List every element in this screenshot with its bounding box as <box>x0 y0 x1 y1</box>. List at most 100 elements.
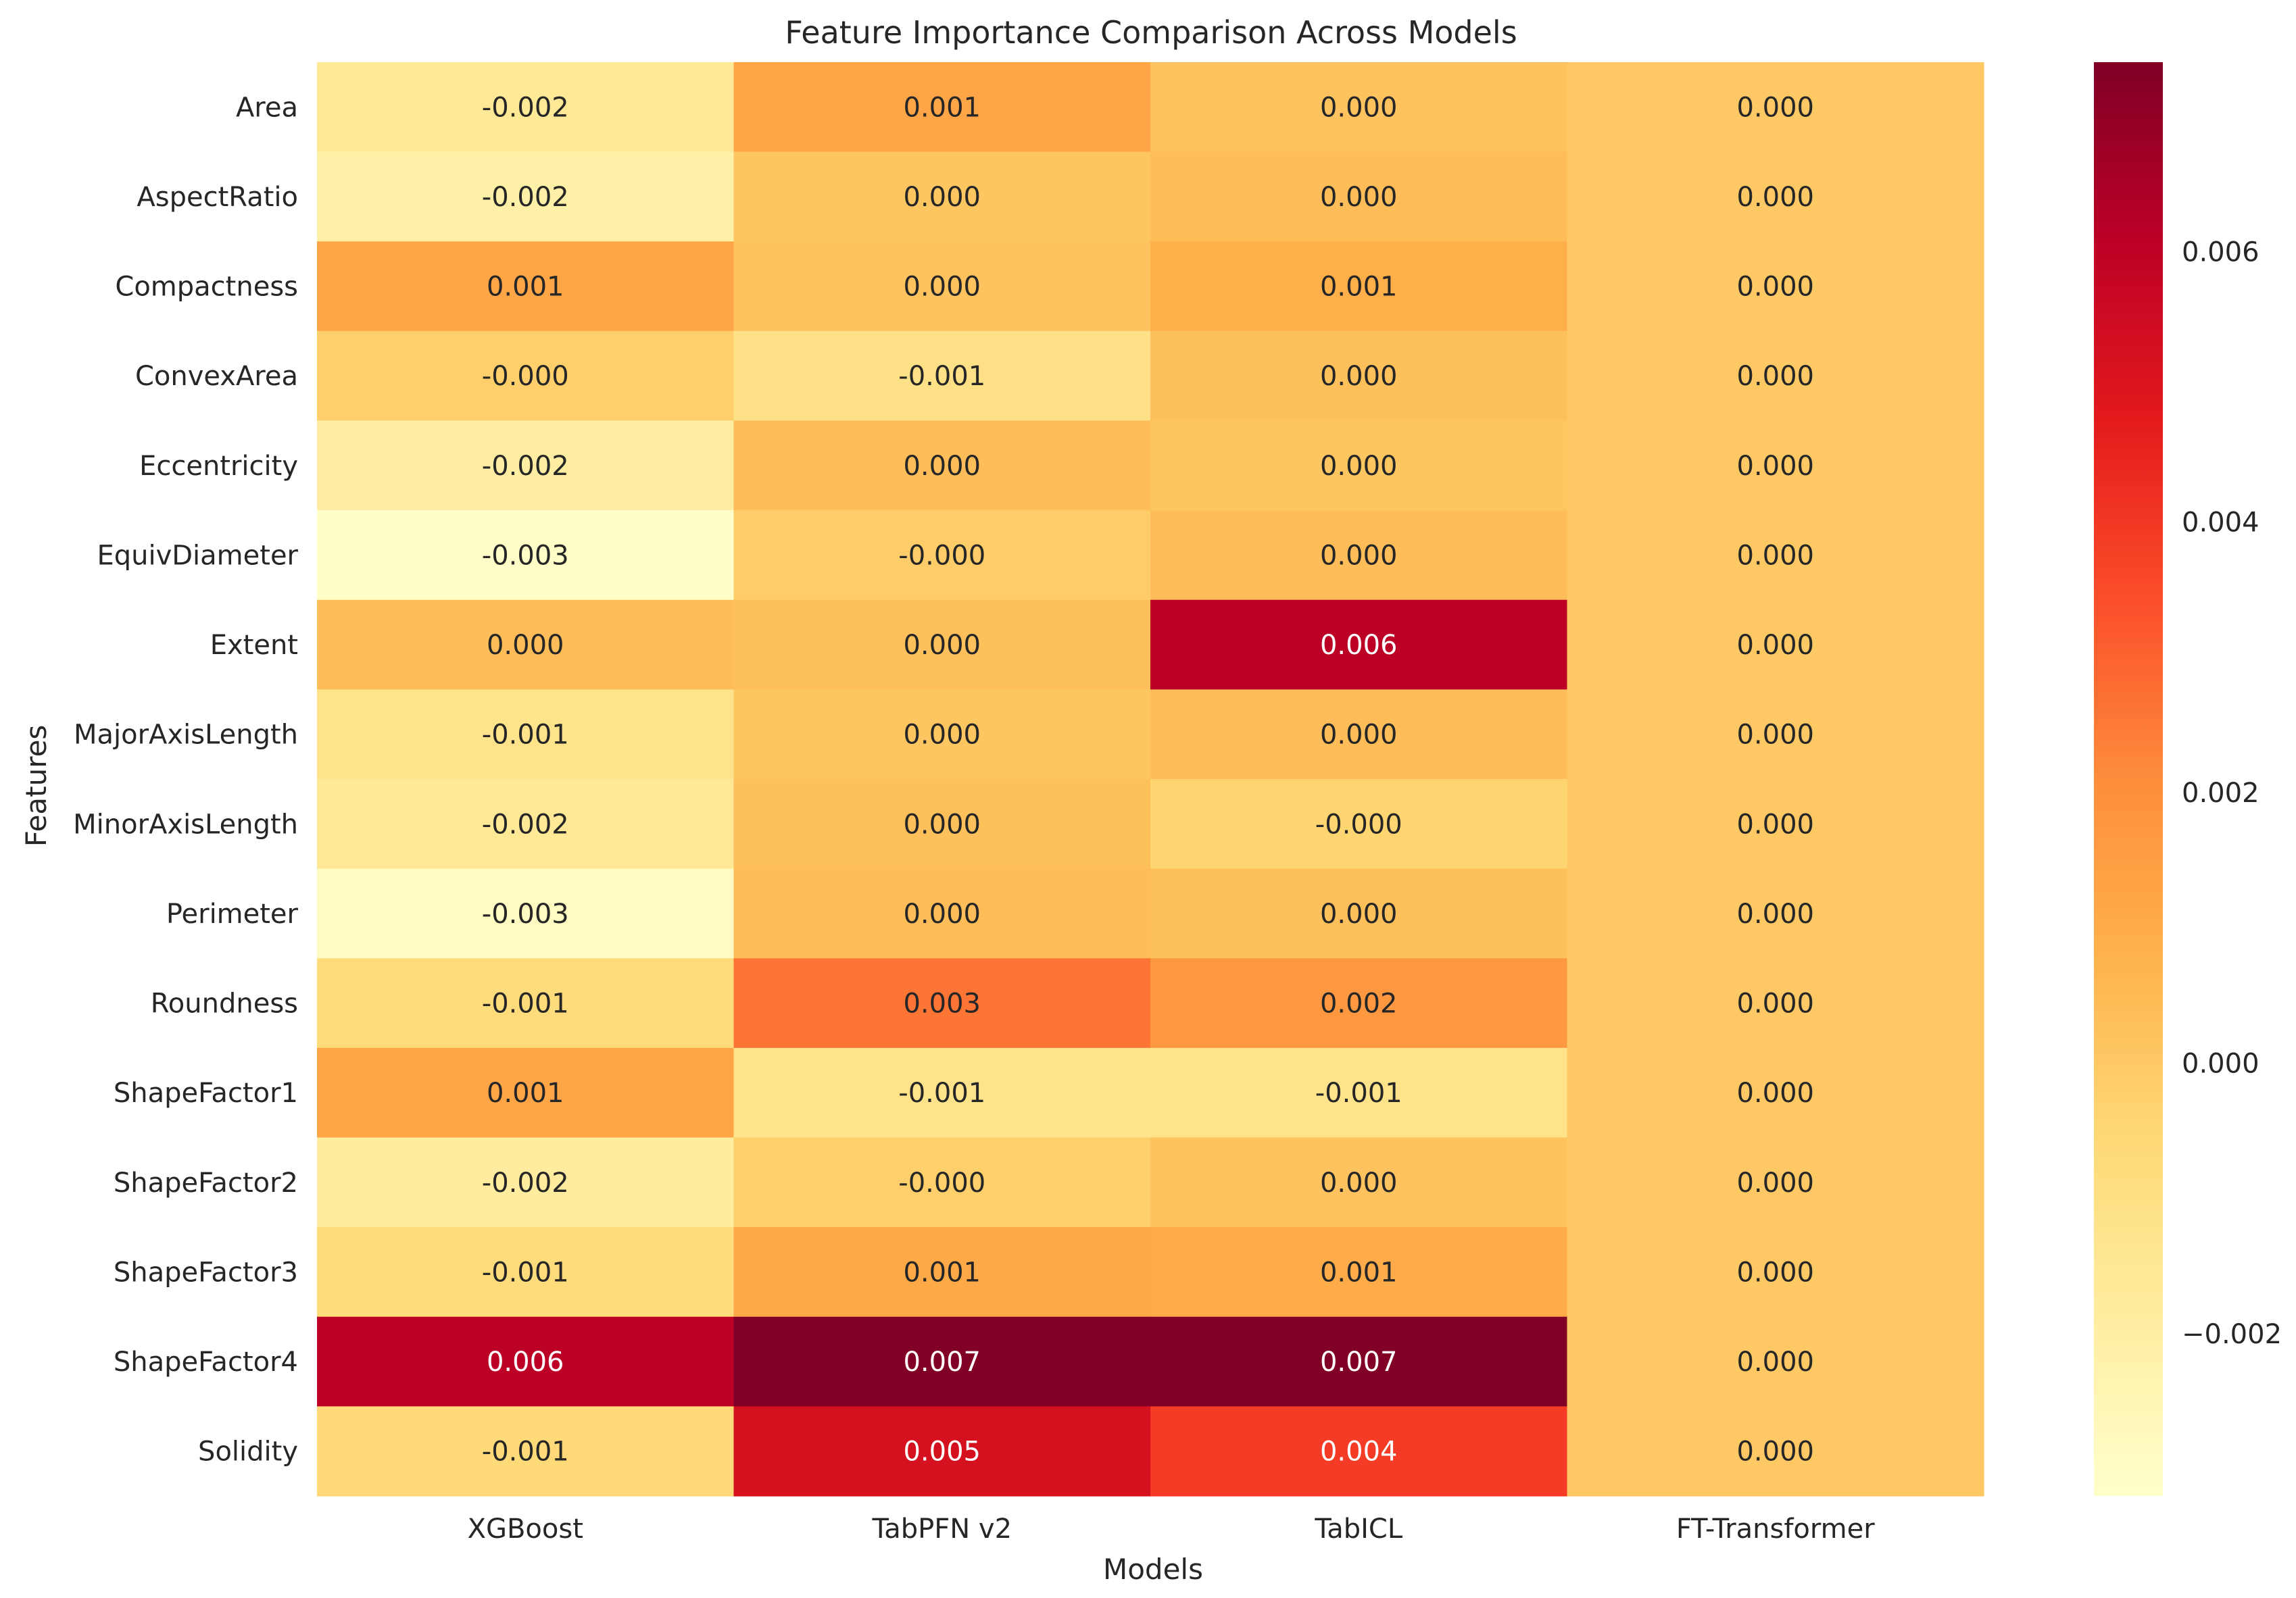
cell-value-label: -0.002 <box>482 1168 569 1199</box>
y-tick-label: ShapeFactor4 <box>114 1347 298 1378</box>
y-tick-label: Compactness <box>115 272 298 303</box>
heatmap-cells <box>317 62 1984 1497</box>
x-axis-label: Models <box>1103 1553 1203 1586</box>
heatmap-cell <box>1567 1047 1984 1139</box>
heatmap-cell-labels: -0.002 0.001 0.000 0.000 -0.002 0.000 0.000 0.0… <box>482 92 1814 1467</box>
cell-value-label: 0.001 <box>1320 1257 1398 1288</box>
cell-value-label: 0.000 <box>903 630 981 661</box>
cell-value-label: 0.000 <box>1736 720 1814 751</box>
cell-value-label: 0.002 <box>1320 989 1398 1020</box>
y-tick-label: MinorAxisLength <box>73 809 298 840</box>
cell-value-label: 0.000 <box>1320 540 1398 571</box>
cell-value-label: -0.001 <box>482 1257 569 1288</box>
y-tick-label: Roundness <box>151 989 298 1020</box>
cell-value-label: 0.000 <box>1320 361 1398 392</box>
heatmap-cell <box>317 599 735 690</box>
x-axis-tick-labels: XGBoost TabPFN v2 TabICL FT-Transformer <box>468 1514 1876 1545</box>
heatmap-cell <box>317 958 735 1049</box>
heatmap-cell <box>317 241 735 332</box>
heatmap-cell <box>1150 330 1568 422</box>
cell-value-label: 0.000 <box>487 630 564 661</box>
colorbar-tick-label: 0.002 <box>2182 778 2260 809</box>
heatmap-cell <box>317 420 735 511</box>
cell-value-label: 0.007 <box>903 1347 981 1378</box>
y-tick-label: Eccentricity <box>139 451 298 482</box>
colorbar-ticks: −0.002 0.000 0.002 0.004 0.006 <box>2182 236 2282 1350</box>
cell-value-label: 0.000 <box>903 182 981 213</box>
heatmap-cell <box>1567 1227 1984 1318</box>
heatmap-cell <box>733 779 1151 870</box>
heatmap-cell <box>317 510 735 601</box>
heatmap-cell <box>317 779 735 870</box>
cell-value-label: 0.000 <box>903 272 981 303</box>
cell-value-label: 0.001 <box>1320 272 1398 303</box>
heatmap-cell <box>317 330 735 422</box>
cell-value-label: 0.000 <box>1736 182 1814 213</box>
heatmap-cell <box>733 1137 1151 1228</box>
y-tick-label: AspectRatio <box>137 182 298 213</box>
cell-value-label: 0.001 <box>903 92 981 123</box>
cell-value-label: 0.006 <box>1320 630 1398 661</box>
heatmap-cell <box>733 241 1151 332</box>
cell-value-label: -0.001 <box>482 989 569 1020</box>
heatmap-cell <box>1567 1137 1984 1228</box>
cell-value-label: 0.000 <box>1320 899 1398 930</box>
cell-value-label: 0.000 <box>1736 272 1814 303</box>
colorbar-tick-label: 0.006 <box>2182 236 2260 268</box>
cell-value-label: -0.002 <box>482 809 569 840</box>
cell-value-label: -0.000 <box>1315 809 1402 840</box>
heatmap-cell <box>733 420 1151 511</box>
heatmap-cell <box>317 1047 735 1139</box>
y-tick-label: ShapeFactor3 <box>114 1257 298 1288</box>
heatmap-cell <box>1150 151 1568 242</box>
cell-value-label: 0.001 <box>903 1257 981 1288</box>
heatmap-cell <box>733 1406 1151 1497</box>
y-tick-label: Solidity <box>198 1437 298 1468</box>
heatmap-cell <box>733 1316 1151 1407</box>
cell-value-label: 0.000 <box>1736 1257 1814 1288</box>
heatmap-cell <box>1567 1406 1984 1497</box>
y-tick-label: ShapeFactor1 <box>114 1078 298 1109</box>
cell-value-label: -0.000 <box>482 361 569 392</box>
cell-value-label: 0.000 <box>1736 1437 1814 1468</box>
heatmap-cell <box>1150 1316 1568 1407</box>
heatmap-cell <box>317 151 735 242</box>
cell-value-label: -0.002 <box>482 92 569 123</box>
cell-value-label: 0.005 <box>903 1437 981 1468</box>
heatmap-cell <box>317 868 735 959</box>
cell-value-label: -0.002 <box>482 451 569 482</box>
heatmap-cell <box>1150 1406 1568 1497</box>
heatmap-cell <box>1567 689 1984 780</box>
heatmap-cell <box>1567 1316 1984 1407</box>
cell-value-label: -0.001 <box>1315 1078 1402 1109</box>
cell-value-label: 0.000 <box>903 899 981 930</box>
y-tick-label: Perimeter <box>166 899 299 930</box>
x-tick-label: XGBoost <box>468 1514 583 1545</box>
heatmap-cell <box>733 599 1151 690</box>
heatmap-cell <box>317 1406 735 1497</box>
cell-value-label: 0.000 <box>1320 720 1398 751</box>
cell-value-label: 0.000 <box>1736 451 1814 482</box>
colorbar-tick-label: 0.004 <box>2182 507 2260 539</box>
heatmap-cell <box>1567 868 1984 959</box>
cell-value-label: 0.000 <box>1736 809 1814 840</box>
cell-value-label: 0.000 <box>1320 451 1398 482</box>
heatmap-cell <box>1150 241 1568 332</box>
heatmap-cell <box>1567 151 1984 242</box>
cell-value-label: 0.000 <box>1736 989 1814 1020</box>
cell-value-label: 0.001 <box>487 1078 564 1109</box>
y-tick-label: MajorAxisLength <box>74 720 298 751</box>
heatmap-cell <box>1150 510 1568 601</box>
y-axis-tick-labels: Area AspectRatio Compactness ConvexArea Ecce… <box>73 92 298 1467</box>
y-tick-label: Extent <box>210 630 298 661</box>
cell-value-label: 0.000 <box>1736 361 1814 392</box>
heatmap-cell <box>733 151 1151 242</box>
heatmap-cell <box>317 1316 735 1407</box>
heatmap-cell <box>1567 62 1984 153</box>
y-tick-label: EquivDiameter <box>97 540 298 571</box>
cell-value-label: 0.000 <box>903 451 981 482</box>
cell-value-label: 0.001 <box>487 272 564 303</box>
cell-value-label: 0.006 <box>487 1347 564 1378</box>
cell-value-label: 0.000 <box>1736 1347 1814 1378</box>
